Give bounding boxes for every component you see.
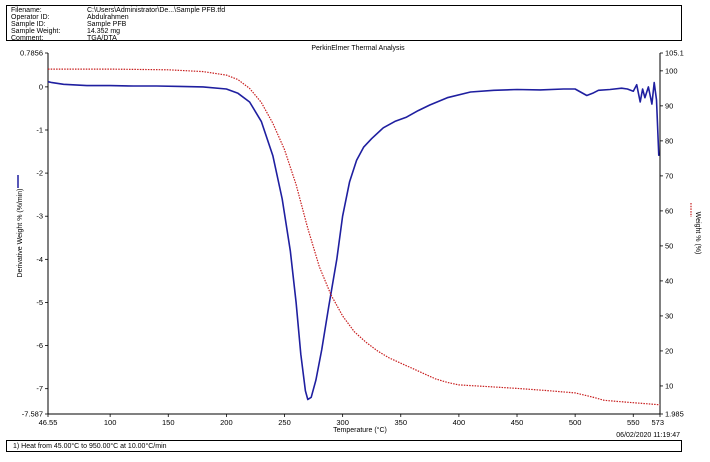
comment-value: TGA/DTA [87, 35, 117, 42]
y-right-tick-label: 30 [665, 311, 673, 320]
derivative-weight-series [47, 80, 660, 401]
y-left-tick-label: -7 [36, 384, 43, 393]
x-tick-label: 550 [627, 418, 640, 427]
operator-value: Abdulrahmen [87, 14, 129, 21]
y-right-tick-label: 100 [665, 66, 678, 75]
x-tick-label: 573 [651, 418, 664, 427]
y-right-tick-label: 50 [665, 241, 673, 250]
x-tick-label: 300 [336, 418, 349, 427]
y-right-tick-label: 90 [665, 101, 673, 110]
x-tick-label: 46.55 [39, 418, 58, 427]
y-right-tick-label: 60 [665, 206, 673, 215]
y-axis-left-label: Derivative Weight % (%/min) [17, 189, 24, 278]
y-left-tick-label: -2 [36, 169, 43, 178]
y-right-tick-label: 70 [665, 171, 673, 180]
y-right-tick-label: 105.1 [665, 49, 684, 58]
y-left-tick-label: -1 [36, 125, 43, 134]
y-right-tick-label: 20 [665, 346, 673, 355]
x-tick-label: 150 [162, 418, 175, 427]
y-left-tick-label: 0.7856 [20, 49, 43, 58]
filename-label: Filename: [11, 7, 42, 14]
weight-percent-series [48, 68, 661, 406]
sample-weight-value: 14.352 mg [87, 28, 121, 35]
heating-method: 1) Heat from 45.00°C to 950.00°C at 10.0… [13, 443, 167, 450]
x-tick-label: 350 [395, 418, 408, 427]
y-right-tick-label: 80 [665, 136, 673, 145]
filename-value: C:\Users\Administrator\De...\Sample PFB.… [87, 7, 226, 14]
y-left-tick-label: -3 [36, 212, 43, 221]
sample-info-box: Filename: C:\Users\Administrator\De...\S… [6, 5, 682, 42]
x-tick-label: 100 [104, 418, 117, 427]
x-tick-label: 400 [453, 418, 466, 427]
y-left-tick-label: -5 [36, 298, 43, 307]
y-left-tick-label: -6 [36, 341, 43, 350]
y-right-tick-label: 40 [665, 276, 673, 285]
sample-id-label: Sample ID: [11, 21, 46, 28]
sample-weight-label: Sample Weight: [11, 28, 61, 35]
y-left-tick-label: 0 [39, 82, 43, 91]
x-tick-label: 450 [511, 418, 524, 427]
operator-label: Operator ID: [11, 14, 50, 21]
y-axis-right-label: Weight % (%) [694, 212, 701, 255]
y-left-tick-label: -4 [36, 255, 43, 264]
method-box: 1) Heat from 45.00°C to 950.00°C at 10.0… [6, 440, 682, 452]
x-tick-label: 200 [220, 418, 233, 427]
chart-title: PerkinElmer Thermal Analysis [311, 45, 405, 52]
x-tick-label: 250 [278, 418, 291, 427]
sample-id-value: Sample PFB [87, 21, 127, 28]
y-right-tick-label: 1.985 [665, 410, 684, 419]
x-axis-label: Temperature (°C) [333, 426, 387, 434]
y-left-tick-label: -7.587 [22, 410, 43, 419]
y-right-tick-label: 10 [665, 381, 673, 390]
comment-label: Comment: [11, 35, 44, 42]
timestamp: 06/02/2020 11:19:47 [616, 432, 680, 439]
x-tick-label: 500 [569, 418, 582, 427]
